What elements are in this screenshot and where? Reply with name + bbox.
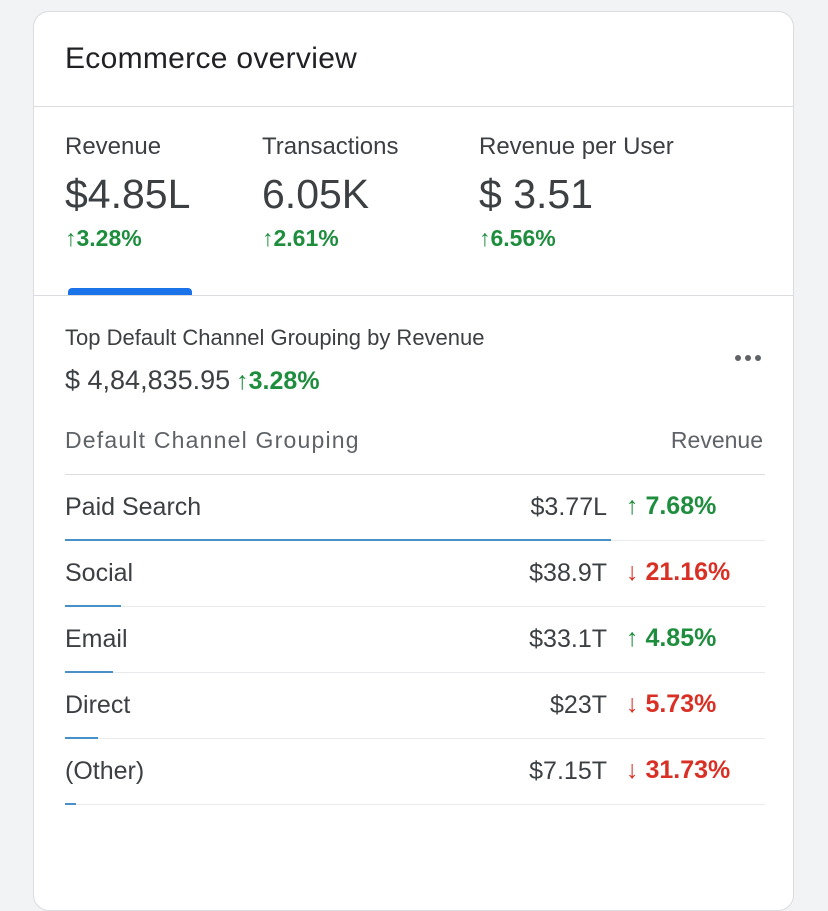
column-header-channel[interactable]: Default Channel Grouping [65,427,360,453]
kpi-label: Revenue [65,133,162,160]
revenue-share-bar [65,605,121,607]
arrow-up-icon: ↑ [262,225,274,251]
more-options-button[interactable] [735,347,771,369]
arrow-down-icon: ↓ [626,690,646,718]
channel-revenue: $38.9T [529,559,607,587]
arrow-down-icon: ↓ [626,756,646,784]
channel-name: Paid Search [65,493,202,521]
more-horizontal-icon [735,355,741,361]
kpi-tabs: Revenue $4.85L ↑3.28% Transactions 6.05K… [34,107,793,296]
table-row[interactable]: Email $33.1T ↑ 4.85% [65,607,765,673]
channel-change: ↓ 31.73% [626,756,731,784]
kpi-label: Transactions [262,133,399,160]
revenue-share-bar [65,671,113,673]
channel-revenue: $7.15T [529,757,607,785]
kpi-label: Revenue per User [479,133,674,160]
channel-change: ↓ 21.16% [626,558,731,586]
channel-change: ↓ 5.73% [626,690,717,718]
channel-name: (Other) [65,757,145,785]
table-row[interactable]: Direct $23T ↓ 5.73% [65,673,765,739]
selected-tab-indicator [68,288,192,295]
arrow-up-icon: ↑ [236,367,249,395]
header-divider [65,474,765,475]
channel-name: Email [65,625,128,653]
revenue-share-bar [65,737,98,739]
detail-total-change: ↑3.28% [236,367,320,395]
arrow-up-icon: ↑ [626,492,646,520]
detail-total-value: $ 4,84,835.95 [65,365,231,395]
card-title: Ecommerce overview [65,42,358,75]
column-header-revenue[interactable]: Revenue [670,427,763,453]
channel-revenue: $3.77L [530,493,607,521]
arrow-up-icon: ↑ [626,624,646,652]
channel-name: Social [65,559,134,587]
channel-change: ↑ 4.85% [626,624,717,652]
card-header: Ecommerce overview [34,12,793,107]
revenue-share-bar [65,539,611,541]
kpi-change: ↑6.56% [479,225,556,251]
kpi-value: $ 3.51 [479,171,593,217]
kpi-change: ↑3.28% [65,225,142,251]
arrow-down-icon: ↓ [626,558,646,586]
channel-revenue: $33.1T [529,625,607,653]
kpi-change: ↑2.61% [262,225,339,251]
channel-change: ↑ 7.68% [626,492,717,520]
arrow-up-icon: ↑ [479,225,491,251]
channel-revenue: $23T [550,691,607,719]
detail-title: Top Default Channel Grouping by Revenue [65,325,485,350]
channel-name: Direct [65,691,131,719]
kpi-value: $4.85L [65,171,191,217]
table-row[interactable]: Paid Search $3.77L ↑ 7.68% [65,475,765,541]
table-row[interactable]: (Other) $7.15T ↓ 31.73% [65,739,765,805]
table-row[interactable]: Social $38.9T ↓ 21.16% [65,541,765,607]
kpi-value: 6.05K [262,171,370,217]
ecommerce-overview-card: Ecommerce overview Revenue $4.85L ↑3.28%… [33,11,794,911]
revenue-share-bar [65,803,76,805]
detail-total: $ 4,84,835.95 ↑3.28% [65,365,320,396]
arrow-up-icon: ↑ [65,225,77,251]
